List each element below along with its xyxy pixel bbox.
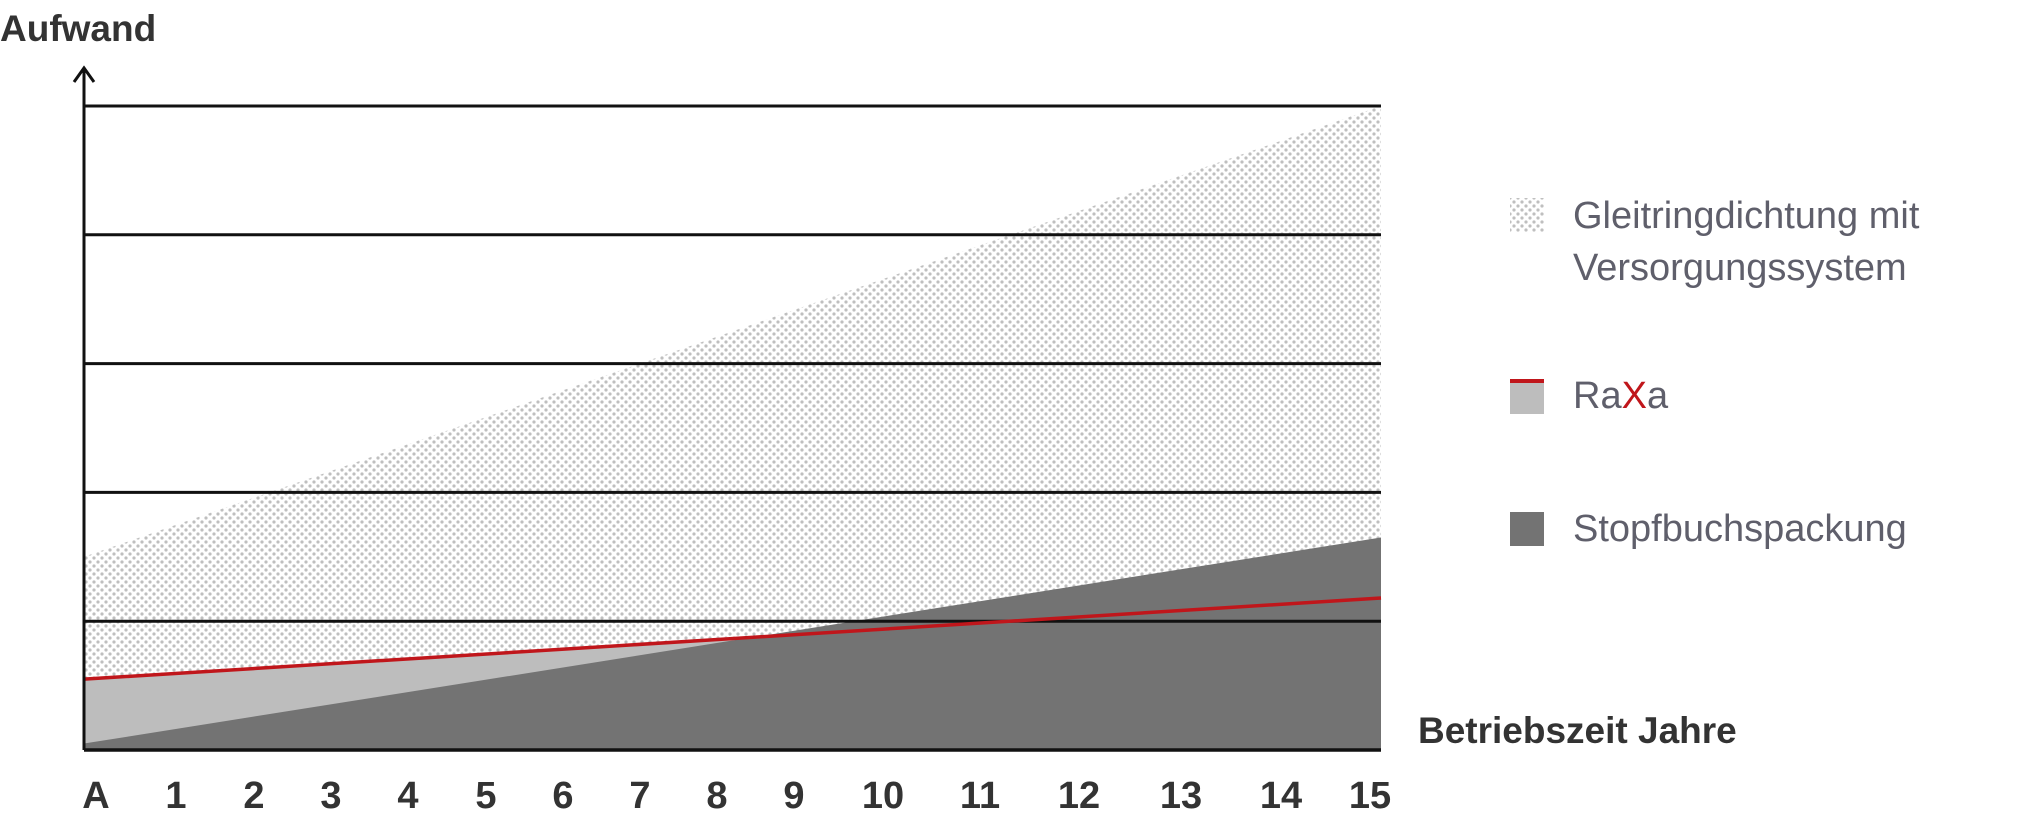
x-tick-label-4: 4 [397,775,418,817]
x-tick-label-12: 12 [1058,775,1100,817]
area-stopfbuchspackung [84,537,1381,750]
x-tick-label-3: 3 [320,775,341,817]
legend-label-gleit-line1: Gleitringdichtung mit [1573,195,1920,237]
legend-raxa-part2: a [1646,375,1669,417]
y-axis-arrow [72,65,96,83]
x-tick-label-14: 14 [1260,775,1302,817]
legend-swatch-stopfbuchspackung [1510,512,1544,546]
legend-raxa-x: X [1621,375,1647,417]
legend-label-stopfbuchspackung: Stopfbuchspackung [1573,508,1907,550]
x-tick-label-A: A [82,775,109,817]
x-tick-label-9: 9 [783,775,804,817]
legend-label-gleit-line2: Versorgungssystem [1573,247,1907,289]
x-tick-label-8: 8 [706,775,727,817]
x-axis-label: Betriebszeit Jahre [1418,710,1737,751]
x-tick-label-7: 7 [629,775,650,817]
x-tick-label-5: 5 [475,775,496,817]
legend-swatch-raxa [1510,380,1544,414]
legend-raxa-part1: Ra [1573,375,1622,417]
x-tick-label-10: 10 [862,775,904,817]
y-axis-label: Aufwand [0,8,157,49]
x-tick-label-6: 6 [552,775,573,817]
x-tick-label-15: 15 [1349,775,1391,817]
x-tick-label-2: 2 [243,775,264,817]
legend-swatch-gleitringdichtung [1510,198,1544,232]
legend-label-gleitringdichtung: Gleitringdichtung mit Versorgungssystem [1573,190,1919,294]
x-tick-label-11: 11 [960,775,1000,817]
legend-label-raxa: RaXa [1573,370,1668,422]
line-raxa [83,596,1382,681]
x-tick-label-1: 1 [165,775,186,817]
x-tick-label-13: 13 [1160,775,1202,817]
